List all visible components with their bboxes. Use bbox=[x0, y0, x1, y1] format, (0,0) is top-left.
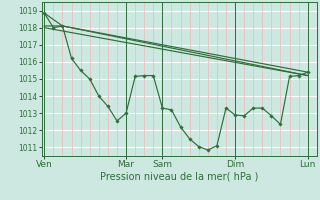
X-axis label: Pression niveau de la mer( hPa ): Pression niveau de la mer( hPa ) bbox=[100, 172, 258, 182]
